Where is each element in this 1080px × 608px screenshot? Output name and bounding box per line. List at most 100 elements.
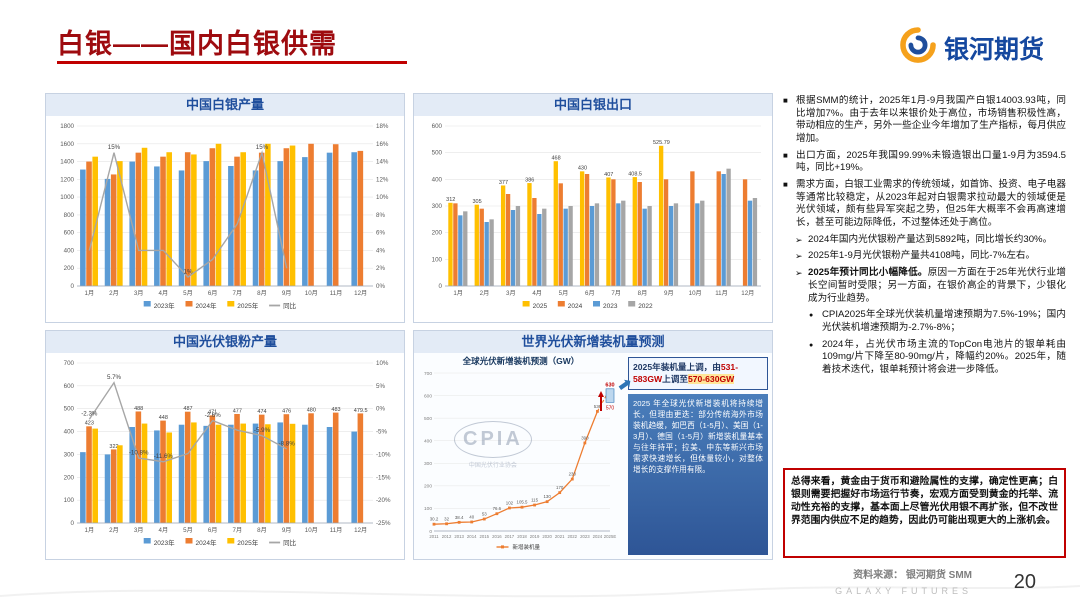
svg-text:-8.8%: -8.8%	[279, 440, 296, 447]
chart-title: 中国光伏银粉产量	[46, 331, 404, 353]
svg-text:-11.6%: -11.6%	[154, 453, 174, 460]
svg-text:479.5: 479.5	[354, 408, 368, 414]
svg-text:477: 477	[233, 408, 242, 414]
svg-text:-5%: -5%	[376, 429, 388, 436]
svg-text:1400: 1400	[60, 159, 74, 166]
svg-text:1800: 1800	[60, 123, 74, 130]
svg-text:14%: 14%	[376, 159, 389, 166]
svg-text:10%: 10%	[376, 360, 389, 367]
svg-text:300: 300	[432, 203, 443, 210]
svg-text:2月: 2月	[109, 527, 119, 534]
sidebar-bullet: ➢ 2024年国内光伏银粉产量达到5892吨，同比增长约30%。	[795, 234, 1066, 247]
svg-text:9月: 9月	[282, 290, 292, 297]
callout-prefix: 2025年装机量上调，由	[633, 362, 721, 372]
svg-text:10月: 10月	[305, 290, 318, 297]
svg-text:40: 40	[469, 514, 474, 519]
bullet-text: 2025年1-9月光伏银粉产量共4108吨，同比-7%左右。	[808, 250, 1036, 262]
svg-text:8%: 8%	[376, 212, 385, 219]
svg-text:同比: 同比	[283, 538, 297, 547]
svg-text:0%: 0%	[376, 283, 385, 290]
svg-text:100: 100	[64, 497, 75, 504]
bullet-text: 出口方面，2025年我国99.99%未锻造银出口量1-9月为3594.5吨，同比…	[796, 149, 1066, 174]
svg-text:2024: 2024	[593, 534, 603, 539]
bullet-marker-icon: ➢	[795, 251, 803, 262]
bullet-text: 需求方面，白银工业需求的传统领域，如首饰、投资、电子电器等通常比较稳定，从202…	[796, 178, 1066, 228]
pv-forecast-chart-area: 全球光伏新增装机预测（GW） 0 100 200 300 400 500 600 700 30.…	[414, 353, 636, 559]
svg-text:5月: 5月	[183, 527, 193, 534]
svg-text:8月: 8月	[257, 290, 267, 297]
bullet-text: 2024年国内光伏银粉产量达到5892吨，同比增长约30%。	[808, 233, 1053, 245]
svg-text:12月: 12月	[354, 527, 367, 534]
svg-text:2%: 2%	[376, 265, 385, 272]
svg-text:448: 448	[159, 415, 168, 421]
svg-text:2018: 2018	[517, 534, 527, 539]
svg-text:4月: 4月	[532, 290, 542, 297]
svg-text:115: 115	[531, 498, 539, 503]
panel-china-silver-export: 中国白银出口 0 100 200 300 400 500 600 312 305 377 386 46…	[413, 93, 773, 323]
svg-text:471: 471	[208, 410, 217, 416]
svg-text:-5.9%: -5.9%	[254, 427, 271, 434]
svg-text:2024年: 2024年	[196, 538, 217, 547]
svg-text:53: 53	[482, 512, 487, 517]
svg-text:1月: 1月	[85, 290, 95, 297]
svg-text:11月: 11月	[715, 290, 728, 297]
svg-text:-2.3%: -2.3%	[81, 411, 98, 418]
svg-text:400: 400	[432, 176, 443, 183]
svg-text:0: 0	[71, 520, 75, 527]
callout-new-range: 570-630GW	[687, 373, 735, 384]
svg-text:2012: 2012	[442, 534, 452, 539]
svg-text:2017: 2017	[505, 534, 515, 539]
svg-text:6月: 6月	[208, 527, 218, 534]
summary-box: 总得来看，黄金由于货币和避险属性的支撑，确定性更高；白银则需要把握好市场运行节奏…	[783, 468, 1066, 558]
bullet-text: 根据SMM的统计，2025年1月-9月我国产白银14003.93吨，同比增加7%…	[796, 95, 1066, 144]
svg-text:102: 102	[506, 500, 514, 505]
sidebar-bullet: ■ 需求方面，白银工业需求的传统领域，如首饰、投资、电子电器等通常比较稳定，从20…	[783, 179, 1066, 230]
footer-source: 资料来源： 银河期货 SMM	[853, 570, 972, 581]
svg-text:8月: 8月	[638, 290, 648, 297]
svg-text:1%: 1%	[184, 269, 193, 276]
page-title: 白银——国内白银供需	[57, 29, 337, 59]
svg-text:76.6: 76.6	[493, 506, 502, 511]
svg-text:新增装机量: 新增装机量	[513, 543, 541, 551]
sidebar-bullet: ■ 出口方面，2025年我国99.99%未锻造银出口量1-9月为3594.5吨，同…	[783, 150, 1066, 175]
svg-text:2月: 2月	[109, 290, 119, 297]
svg-text:3月: 3月	[134, 290, 144, 297]
svg-text:200: 200	[432, 230, 443, 237]
svg-text:487: 487	[183, 406, 192, 412]
svg-text:300: 300	[64, 451, 75, 458]
svg-text:400: 400	[424, 439, 432, 445]
chart-title: 中国白银产量	[46, 94, 404, 116]
svg-text:0: 0	[71, 283, 75, 290]
callout-old-range: 531-583GW	[633, 362, 739, 384]
panel-pv-silver-powder: 中国光伏银粉产量 0 100 200 300 400 500 600 700 -25% -20% -…	[45, 330, 405, 560]
brand-logo: 银河期货	[899, 26, 1044, 69]
svg-text:10%: 10%	[376, 194, 389, 201]
svg-text:312: 312	[446, 197, 455, 203]
svg-text:468: 468	[552, 156, 561, 162]
svg-text:2025E: 2025E	[604, 534, 617, 539]
panel-world-pv-forecast: 世界光伏新增装机量预测 全球光伏新增装机预测（GW） 0 100 200 300 400…	[413, 330, 773, 560]
svg-text:-2.6%: -2.6%	[205, 412, 222, 419]
svg-text:630: 630	[605, 382, 614, 388]
svg-text:200: 200	[64, 474, 75, 481]
svg-text:4月: 4月	[159, 290, 169, 297]
svg-text:16%: 16%	[376, 141, 389, 148]
pv-callout-analysis: 2025 年全球光伏新增装机将持续增长，但理由更迭：部分传统海外市场装机趋缓，如…	[628, 394, 768, 555]
svg-text:700: 700	[424, 371, 432, 377]
svg-text:100: 100	[432, 256, 443, 263]
chart-china-silver-production: 0 200 400 600 800 1000 1200 1400 1600 1800 0% 2% 4% 6…	[46, 116, 404, 322]
svg-text:2月: 2月	[480, 290, 490, 297]
panel-china-silver-production: 中国白银产量 0 200 400 600 800 1000 1200 1400 1600 1800…	[45, 93, 405, 323]
bullet-marker-icon: ■	[783, 179, 788, 189]
svg-text:-10%: -10%	[376, 451, 391, 458]
sidebar-bullet: ➢ 2025年1-9月光伏银粉产量共4108吨，同比-7%左右。	[795, 250, 1066, 263]
svg-text:32: 32	[444, 516, 449, 521]
svg-text:200: 200	[424, 484, 432, 490]
svg-text:530: 530	[594, 404, 602, 409]
svg-text:474: 474	[257, 409, 266, 415]
svg-text:2019: 2019	[530, 534, 540, 539]
svg-text:377: 377	[499, 180, 508, 186]
svg-text:18%: 18%	[376, 123, 389, 130]
sidebar-bullet: ● CPIA2025年全球光伏装机量增速预期为7.5%-19%；国内光伏装机增速预…	[809, 309, 1066, 334]
